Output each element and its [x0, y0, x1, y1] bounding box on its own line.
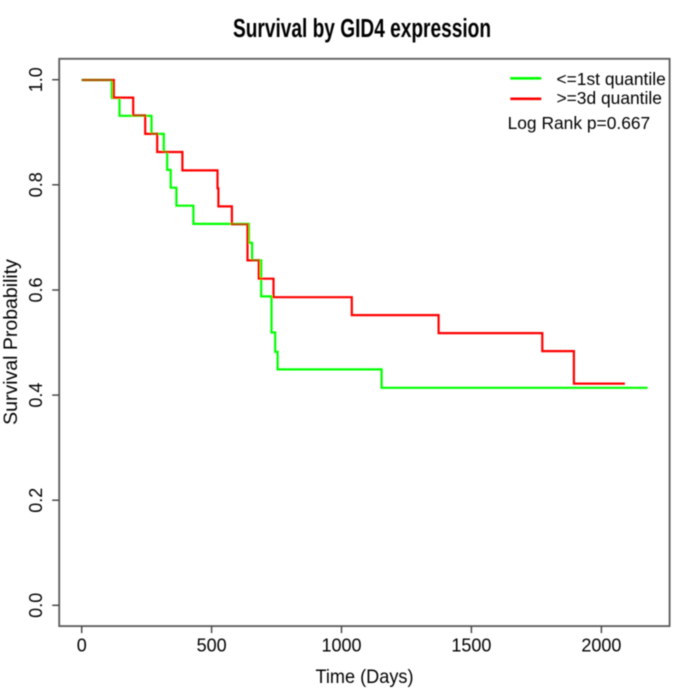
- svg-text:0.2: 0.2: [26, 488, 46, 513]
- svg-text:0.6: 0.6: [26, 277, 46, 302]
- svg-text:0.0: 0.0: [26, 593, 46, 618]
- svg-text:0: 0: [77, 636, 87, 656]
- svg-text:0.8: 0.8: [26, 172, 46, 197]
- svg-text:Log Rank p=0.667: Log Rank p=0.667: [508, 113, 651, 133]
- svg-text:1.0: 1.0: [26, 67, 46, 92]
- svg-text:500: 500: [197, 636, 227, 656]
- svg-text:1500: 1500: [451, 636, 491, 656]
- svg-text:0.4: 0.4: [26, 383, 46, 408]
- svg-text:2000: 2000: [581, 636, 621, 656]
- svg-text:Time (Days): Time (Days): [316, 666, 414, 688]
- svg-text:Survival Probability: Survival Probability: [0, 259, 22, 425]
- svg-text:>=3d quantile: >=3d quantile: [557, 88, 662, 108]
- svg-text:Survival by GID4 expression: Survival by GID4 expression: [233, 15, 491, 43]
- svg-text:<=1st quantile: <=1st quantile: [557, 69, 666, 89]
- svg-text:1000: 1000: [321, 636, 361, 656]
